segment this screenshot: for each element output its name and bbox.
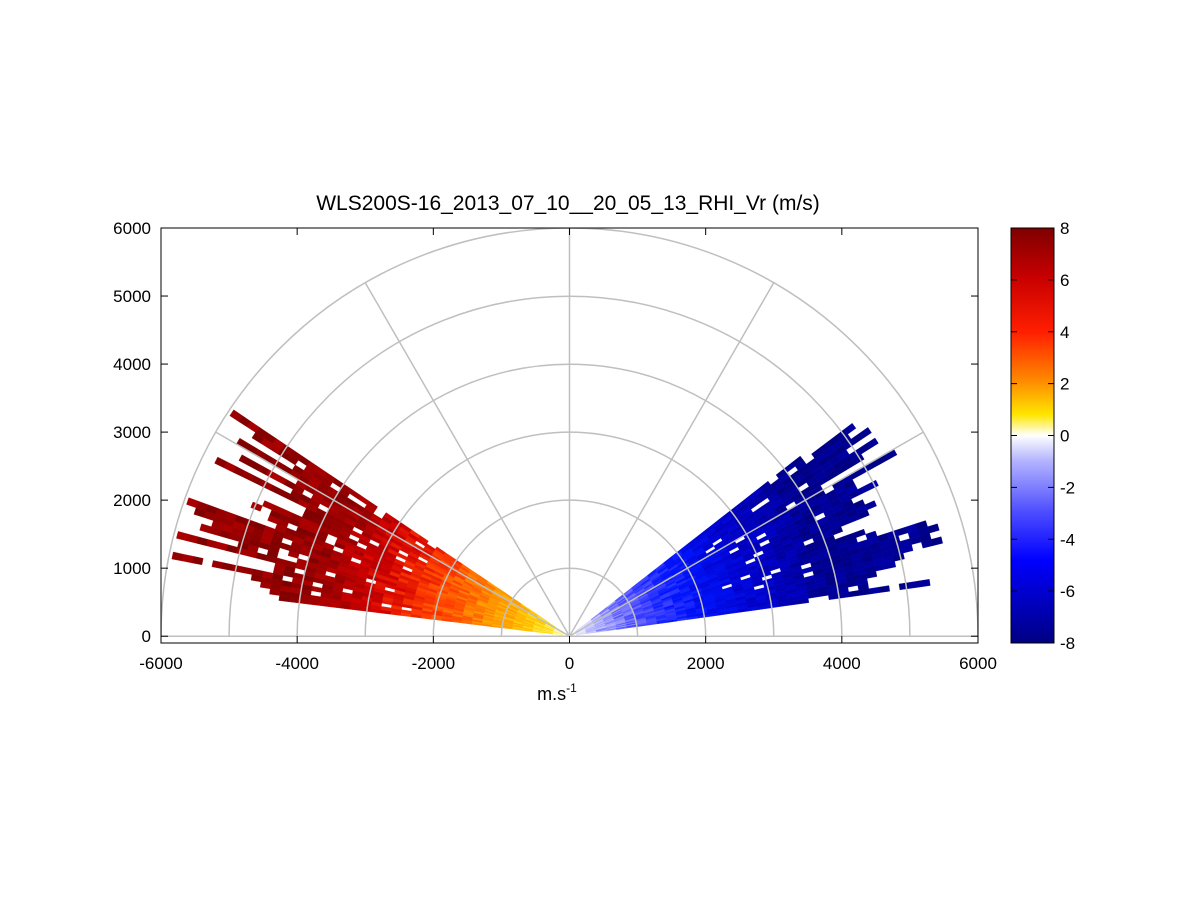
x-tick-label: 6000 [959,654,997,673]
x-tick-label: -2000 [412,654,455,673]
x-tick-label: 0 [565,654,574,673]
data-cell [864,500,877,511]
data-cell [199,523,212,534]
data-cell [927,523,940,534]
colorbar-tick-label: 0 [1060,427,1069,446]
data-cell [435,546,446,555]
y-tick-label: 6000 [113,219,151,238]
data-cell [238,454,252,466]
y-tick-label: 3000 [113,423,151,442]
data-cell [262,500,275,511]
colorbar-tick-label: 2 [1060,375,1069,394]
data-cell [853,528,866,538]
colorbar-tick-label: -6 [1060,582,1075,601]
data-cell [853,499,866,510]
colorbar-ticks: 8 6 4 2 0 -2 -4 -6 -8 [1011,219,1075,653]
data-cell [843,423,857,435]
colorbar-tick-label: -2 [1060,478,1075,497]
data-cell [918,579,931,588]
y-tick-label: 4000 [113,355,151,374]
y-tick-label: 0 [142,627,151,646]
azimuth-spoke [568,282,775,637]
data-cell [930,536,943,546]
y-tick-label: 1000 [113,559,151,578]
x-tick-label: 2000 [687,654,725,673]
data-cell [186,497,199,508]
data-cell [915,520,928,531]
y-axis: 0 1000 2000 3000 4000 5000 6000 [113,219,978,646]
x-tick-label: 4000 [823,654,861,673]
data-cell [898,582,911,591]
x-axis-label: m.s-1 [537,681,577,704]
data-cell [176,531,189,541]
data-cells [171,409,943,636]
y-tick-label: 5000 [113,287,151,306]
data-cell [211,560,224,569]
x-tick-label: -6000 [139,654,182,673]
data-cell [865,530,878,540]
colorbar-tick-label: 4 [1060,323,1069,342]
azimuth-spoke [215,431,570,637]
data-cell [859,427,872,439]
data-cell [791,455,804,467]
data-cell [866,437,879,449]
data-cell [878,585,890,593]
azimuth-spoke [364,282,571,637]
data-cell [383,512,395,522]
polar-grid [161,228,978,637]
data-cell [229,409,243,422]
data-cell [214,456,228,468]
x-axis: -6000 -4000 -2000 0 2000 4000 6000 [139,228,997,673]
chart-title: WLS200S-16_2013_07_10__20_05_13_RHI_Vr (… [316,192,820,215]
colorbar-tick-label: -4 [1060,530,1075,549]
azimuth-spoke [569,431,924,637]
colorbar [1010,227,1055,644]
colorbar-tick-label: -8 [1060,634,1075,653]
data-cell [171,551,184,562]
data-cell [759,480,771,492]
colorbar-tick-label: 8 [1060,219,1069,238]
colorbar-tick-label: 6 [1060,271,1069,290]
x-tick-label: -4000 [275,654,318,673]
y-tick-label: 2000 [113,491,151,510]
